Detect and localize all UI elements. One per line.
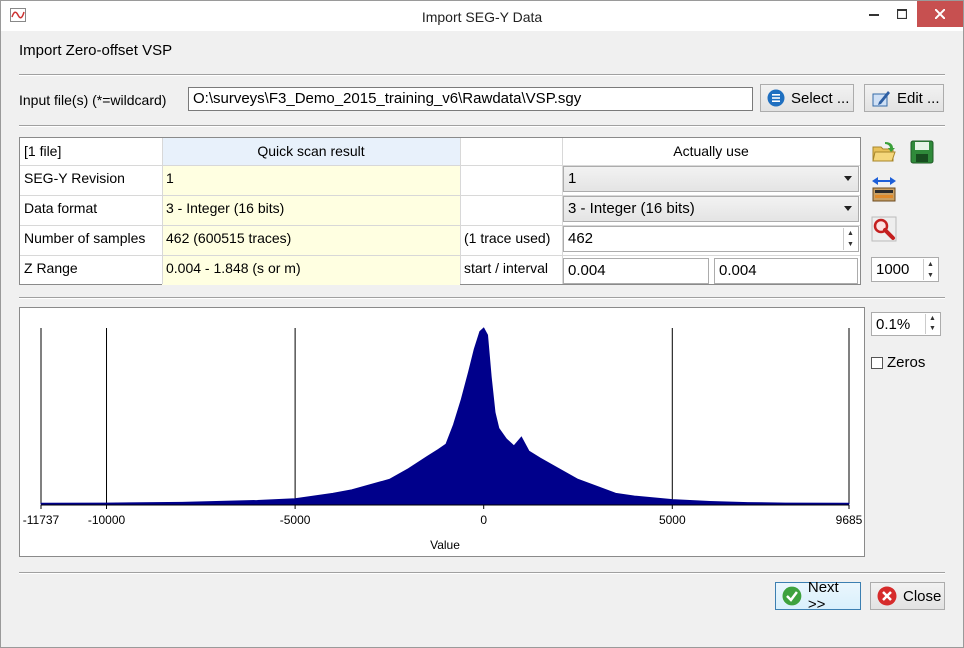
input-file-label: Input file(s) (*=wildcard) (19, 92, 167, 108)
save-button[interactable] (907, 138, 937, 166)
window-title: Import SEG-Y Data (421, 9, 543, 25)
divider (19, 125, 945, 127)
app-icon (10, 8, 26, 22)
row-label: SEG-Y Revision (24, 170, 125, 186)
spin-buttons[interactable]: ▲ ▼ (925, 314, 939, 334)
close-window-button[interactable] (917, 1, 963, 27)
next-button-label: Next >> (807, 579, 839, 613)
edit-button[interactable]: Edit ... (864, 84, 944, 112)
zeros-label: Zeros (887, 354, 926, 371)
grid-line (20, 225, 860, 226)
data-format-value: 3 - Integer (16 bits) (568, 200, 695, 217)
grid-line (562, 138, 563, 284)
segy-revision-value: 1 (568, 170, 577, 187)
x-tick-label: 9685 (836, 513, 863, 527)
segy-revision-select[interactable]: 1 (563, 166, 859, 192)
swap-bytes-button[interactable] (869, 176, 899, 204)
close-button-label: Close (903, 587, 942, 605)
cancel-icon (877, 586, 897, 606)
trace-used-note: (1 trace used) (464, 230, 551, 246)
list-icon (767, 89, 785, 107)
z-start-value: 0.004 (568, 262, 606, 279)
spin-down-icon: ▼ (847, 241, 854, 248)
maximize-button[interactable] (887, 1, 917, 27)
x-tick-label: -5000 (280, 513, 311, 527)
row-label: Number of samples (24, 230, 146, 246)
grid-line (20, 165, 860, 166)
open-folder-button[interactable] (869, 138, 899, 166)
clip-percent-spinbox[interactable]: 0.1% ▲ ▼ (871, 312, 941, 336)
zeros-checkbox-box[interactable] (871, 356, 883, 369)
z-interval-field[interactable]: 0.004 (714, 258, 858, 284)
z-factor-value: 1000 (876, 261, 910, 278)
spin-down-icon: ▼ (929, 325, 936, 332)
scan-value: 0.004 - 1.848 (s or m) (162, 255, 460, 285)
grid-line (20, 195, 860, 196)
spin-up-icon: ▲ (929, 315, 936, 322)
minimize-button[interactable] (859, 1, 889, 27)
next-button[interactable]: Next >> (775, 579, 861, 613)
actually-use-header: Actually use (673, 143, 749, 159)
x-tick-label: -11737 (23, 513, 60, 527)
title-bar: Import SEG-Y Data (1, 1, 963, 31)
spin-down-icon: ▼ (927, 272, 934, 279)
close-button[interactable]: Close (870, 582, 945, 610)
x-axis-label: Value (430, 538, 460, 552)
row-label: Z Range (24, 260, 78, 276)
examine-icon (871, 216, 897, 242)
scan-value: 462 (600515 traces) (162, 225, 460, 255)
select-button[interactable]: Select ... (760, 84, 854, 112)
input-file-field[interactable]: O:\surveys\F3_Demo_2015_training_v6\Rawd… (188, 87, 753, 111)
z-start-field[interactable]: 0.004 (563, 258, 709, 284)
scan-value: 1 (162, 165, 460, 195)
divider (19, 297, 945, 299)
x-tick-label: 0 (480, 513, 487, 527)
edit-button-label: Edit ... (897, 89, 940, 107)
data-format-select[interactable]: 3 - Integer (16 bits) (563, 196, 859, 222)
row-label: Data format (24, 200, 98, 216)
samples-value: 462 (568, 230, 594, 247)
spin-up-icon: ▲ (847, 230, 854, 237)
histogram-area (40, 327, 850, 505)
clip-percent-value: 0.1% (876, 316, 911, 333)
z-interval-value: 0.004 (719, 262, 757, 279)
scan-value: 3 - Integer (16 bits) (162, 195, 460, 225)
chevron-down-icon (844, 206, 852, 211)
maximize-icon (896, 8, 908, 20)
swap-bytes-icon (872, 177, 896, 202)
files-count-header: [1 file] (24, 143, 62, 159)
chevron-down-icon (844, 176, 852, 181)
spin-up-icon: ▲ (927, 261, 934, 268)
save-icon (910, 140, 934, 164)
grid-line (162, 138, 163, 284)
select-button-label: Select ... (791, 89, 850, 107)
histogram-panel: -11737 -10000 -5000 0 5000 9685 Value (19, 307, 865, 557)
section-title: Import Zero-offset VSP (19, 42, 173, 59)
spin-buttons[interactable]: ▲ ▼ (843, 228, 857, 250)
quick-scan-header: Quick scan result (162, 138, 460, 165)
z-factor-spinbox[interactable]: 1000 ▲ ▼ (871, 257, 939, 282)
edit-icon (872, 91, 890, 107)
divider (19, 74, 945, 76)
grid-line (460, 138, 461, 284)
zeros-checkbox[interactable]: Zeros (871, 354, 925, 371)
grid-line (20, 255, 860, 256)
check-icon (782, 586, 802, 606)
minimize-icon (869, 14, 879, 16)
x-tick-label: 5000 (659, 513, 686, 527)
divider (19, 572, 945, 574)
scan-table: [1 file] Quick scan result Actually use … (19, 137, 861, 285)
x-tick-label: -10000 (88, 513, 126, 527)
samples-spinbox[interactable]: 462 ▲ ▼ (563, 226, 859, 252)
start-interval-note: start / interval (464, 260, 549, 276)
close-icon (934, 8, 946, 20)
open-folder-icon (872, 142, 896, 162)
histogram-chart: -11737 -10000 -5000 0 5000 9685 Value (23, 327, 863, 552)
spin-buttons[interactable]: ▲ ▼ (923, 259, 937, 280)
examine-button[interactable] (869, 215, 899, 243)
